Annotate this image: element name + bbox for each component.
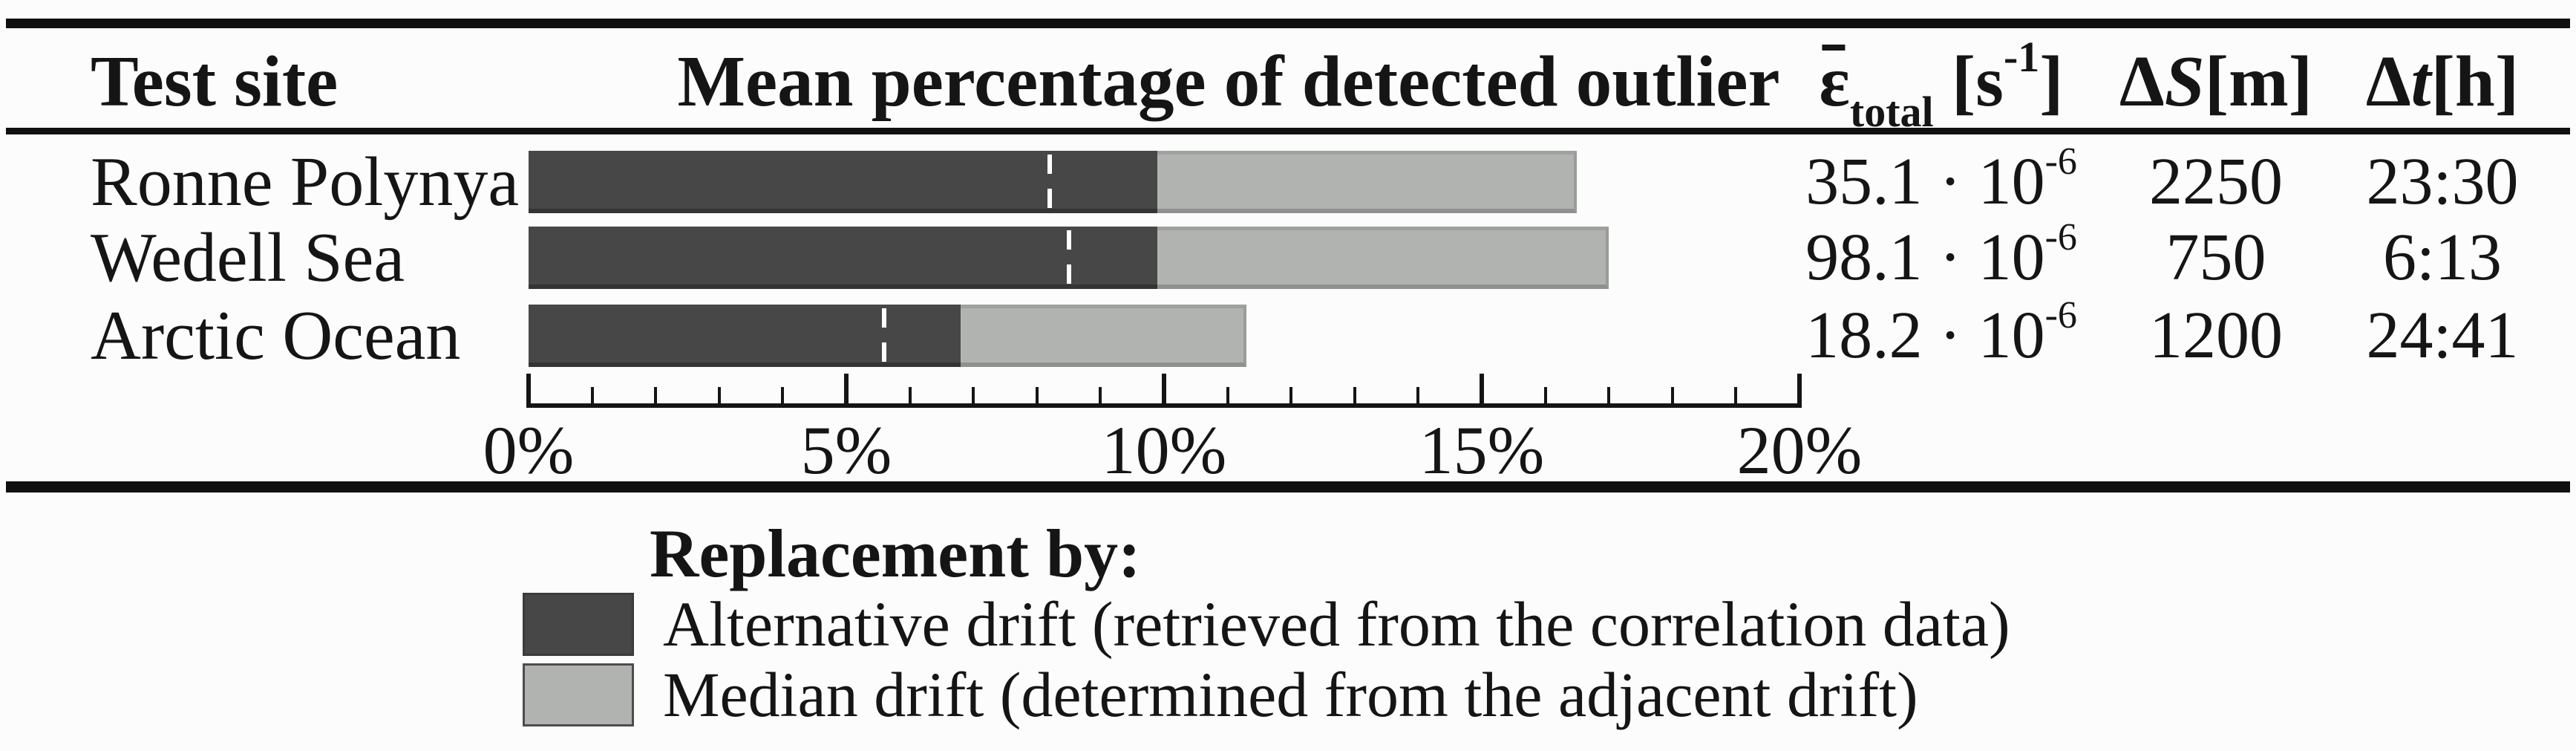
- epsilon-exponent: -1: [2003, 33, 2040, 81]
- epsilon-unit-close: ]: [2039, 42, 2064, 121]
- bar-segment-median-drift: [961, 305, 1247, 367]
- column-header-chart-title: Mean percentage of detected outlier: [677, 42, 1780, 121]
- cell-delta-t: 6:13: [2382, 221, 2503, 294]
- cell-epsilon-total: 35.1 · 10-6: [1805, 143, 2077, 219]
- x-axis-line: [526, 403, 1802, 408]
- epsilon-exponent: -6: [2044, 294, 2077, 337]
- x-axis-minor-tick: [972, 387, 975, 403]
- dashed-marker-line: [1066, 230, 1071, 285]
- bar-segment-alternative-drift: [529, 227, 1158, 289]
- row-label: Arctic Ocean: [91, 297, 461, 374]
- epsilon-exponent: -6: [2044, 216, 2077, 259]
- row-label: Wedell Sea: [91, 219, 405, 296]
- bar-segment-alternative-drift: [529, 151, 1158, 213]
- x-axis-minor-tick: [654, 387, 658, 403]
- epsilon-subscript: total: [1849, 88, 1934, 136]
- x-axis-major-tick: [1797, 374, 1802, 403]
- x-axis-major-tick: [1162, 374, 1166, 403]
- column-header-delta-t: Δt[h]: [2366, 43, 2519, 120]
- x-axis-minor-tick: [1670, 387, 1674, 403]
- x-axis-minor-tick: [1543, 387, 1547, 403]
- epsilon-mantissa: 35.1 · 10: [1805, 145, 2045, 218]
- x-axis-minor-tick: [1099, 387, 1102, 403]
- epsilon-mantissa: 98.1 · 10: [1805, 221, 2045, 294]
- column-header-test-site: Test site: [91, 42, 339, 121]
- delta-symbol: Δ: [2119, 42, 2165, 121]
- cell-delta-s: 1200: [2149, 299, 2283, 372]
- delta-t-unit: [h]: [2430, 42, 2520, 121]
- x-axis-minor-tick: [1416, 387, 1420, 403]
- bottom-rule: [6, 481, 2570, 492]
- epsilon-exponent: -6: [2044, 140, 2077, 183]
- delta-s-var: S: [2164, 42, 2205, 121]
- legend-item-label: Alternative drift (retrieved from the co…: [663, 588, 2010, 660]
- legend-swatch-alternative-drift: [523, 593, 634, 656]
- legend-title: Replacement by:: [650, 516, 1141, 591]
- bar-segment-median-drift: [1157, 227, 1609, 289]
- cell-delta-s: 750: [2165, 221, 2266, 294]
- x-axis-minor-tick: [1035, 387, 1039, 403]
- column-header-delta-s: ΔS[m]: [2119, 43, 2312, 120]
- x-axis-major-tick: [1480, 374, 1484, 403]
- top-rule: [6, 19, 2570, 28]
- cell-delta-t: 24:41: [2366, 299, 2519, 372]
- legend-item-label: Median drift (determined from the adjace…: [663, 659, 1918, 730]
- x-axis-major-tick: [844, 374, 849, 403]
- x-axis-tick-label: 0%: [483, 412, 575, 488]
- cell-epsilon-total: 18.2 · 10-6: [1805, 296, 2077, 373]
- x-axis-tick-label: 15%: [1419, 412, 1545, 488]
- x-axis-minor-tick: [590, 387, 594, 403]
- x-axis-minor-tick: [1353, 387, 1356, 403]
- cell-delta-t: 23:30: [2366, 145, 2519, 218]
- x-axis-tick-label: 10%: [1101, 412, 1227, 488]
- x-axis-minor-tick: [1226, 387, 1229, 403]
- x-axis-minor-tick: [717, 387, 721, 403]
- x-axis-minor-tick: [1289, 387, 1293, 403]
- delta-s-unit: [m]: [2204, 42, 2313, 121]
- x-axis-tick-label: 5%: [800, 412, 892, 488]
- dashed-marker-line: [1047, 155, 1052, 209]
- delta-symbol: Δ: [2365, 42, 2411, 121]
- column-header-epsilon: εtotal [s-1]: [1819, 36, 2064, 134]
- row-label: Ronne Polynya: [91, 143, 520, 221]
- x-axis-major-tick: [526, 374, 531, 403]
- epsilon-unit-open: [s: [1933, 42, 2004, 121]
- cell-epsilon-total: 98.1 · 10-6: [1805, 218, 2077, 295]
- bar-segment-alternative-drift: [529, 305, 961, 367]
- x-axis-minor-tick: [1607, 387, 1611, 403]
- header-rule: [6, 128, 2570, 134]
- x-axis-minor-tick: [781, 387, 785, 403]
- bar-segment-median-drift: [1157, 151, 1578, 213]
- dashed-marker-line: [882, 308, 887, 363]
- x-axis-minor-tick: [908, 387, 912, 403]
- x-axis-minor-tick: [1734, 387, 1738, 403]
- epsilon-mantissa: 18.2 · 10: [1805, 299, 2045, 372]
- legend-swatch-median-drift: [523, 663, 634, 726]
- x-axis-tick-label: 20%: [1736, 412, 1863, 488]
- delta-t-var: t: [2410, 42, 2431, 121]
- cell-delta-s: 2250: [2149, 145, 2283, 218]
- epsilon-symbol: ε: [1819, 42, 1850, 121]
